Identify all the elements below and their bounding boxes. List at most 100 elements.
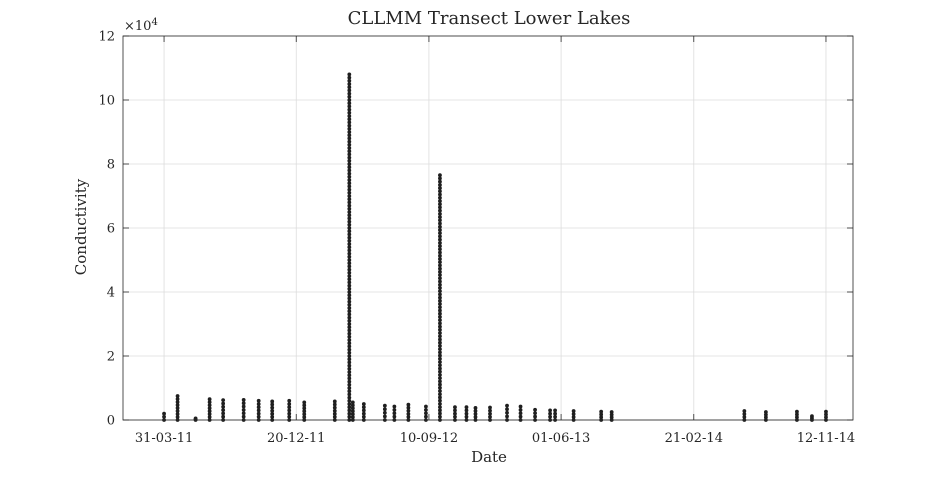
data-point	[438, 302, 442, 306]
data-point	[207, 406, 212, 411]
data-point	[207, 403, 212, 408]
data-point	[438, 228, 442, 232]
data-point	[810, 414, 814, 419]
data-point	[424, 414, 428, 419]
data-point	[438, 360, 442, 364]
data-point	[347, 200, 352, 205]
data-point	[302, 415, 307, 419]
data-point	[347, 258, 352, 262]
data-point	[347, 357, 352, 362]
data-point	[241, 411, 246, 416]
data-point	[347, 264, 352, 269]
data-point	[533, 407, 537, 412]
data-point	[241, 401, 246, 406]
data-point	[406, 415, 411, 419]
data-point	[287, 402, 292, 406]
data-point	[347, 110, 352, 115]
data-point	[256, 405, 261, 410]
data-point	[382, 414, 387, 419]
data-point	[347, 382, 352, 387]
data-point	[505, 403, 509, 408]
data-point	[207, 409, 212, 413]
data-point	[438, 292, 442, 297]
data-point	[347, 245, 352, 250]
data-point	[347, 344, 352, 349]
data-point	[347, 315, 352, 320]
data-point	[361, 402, 366, 406]
data-point	[438, 179, 442, 184]
x-tick-label: 20-12-11	[267, 431, 325, 446]
data-point	[453, 414, 457, 419]
data-point	[347, 232, 352, 237]
data-point	[347, 376, 352, 381]
data-point	[302, 409, 307, 414]
data-point	[175, 403, 180, 407]
data-point	[347, 72, 352, 77]
data-point	[347, 210, 352, 214]
data-point	[392, 404, 397, 409]
data-point	[438, 392, 442, 397]
x-tick-label: 31-03-11	[135, 431, 193, 446]
data-point	[553, 408, 557, 413]
data-point	[347, 91, 352, 96]
data-point	[438, 311, 442, 316]
data-point	[518, 414, 523, 419]
data-point	[382, 403, 387, 408]
data-point	[382, 407, 387, 412]
data-point	[347, 130, 352, 134]
x-tick-label: 10-09-12	[400, 431, 458, 446]
data-point	[438, 414, 442, 419]
data-point	[347, 104, 352, 109]
data-point	[438, 182, 442, 187]
data-point	[347, 101, 352, 106]
data-point	[438, 376, 442, 381]
data-point	[347, 85, 352, 90]
data-point	[453, 405, 457, 410]
data-point	[350, 406, 355, 411]
data-point	[438, 363, 442, 368]
data-point	[256, 402, 261, 406]
y-axis-label: Conductivity	[72, 178, 90, 275]
data-point	[302, 406, 307, 411]
data-point	[347, 370, 352, 374]
data-point	[332, 399, 337, 404]
data-point	[392, 414, 397, 419]
data-point	[438, 289, 442, 294]
data-point	[406, 405, 411, 410]
data-points	[162, 72, 828, 422]
x-tick-label: 21-02-14	[665, 431, 723, 446]
data-point	[347, 414, 352, 419]
data-point	[553, 411, 557, 416]
data-point	[347, 155, 352, 160]
y-exponent-base: ×10	[124, 19, 151, 34]
data-point	[438, 401, 442, 406]
data-point	[742, 415, 747, 419]
data-point	[347, 306, 352, 310]
data-point	[438, 244, 442, 248]
data-point	[438, 356, 442, 361]
data-point	[438, 379, 442, 384]
data-point	[347, 254, 352, 259]
data-point	[270, 405, 275, 410]
data-point	[438, 408, 442, 413]
data-point	[347, 190, 352, 195]
data-point	[438, 224, 442, 229]
data-point	[162, 411, 166, 416]
data-point	[350, 409, 355, 414]
data-point	[241, 404, 246, 409]
data-point	[347, 152, 352, 157]
data-point	[518, 404, 523, 409]
data-point	[438, 279, 442, 284]
data-point	[347, 283, 352, 288]
y-exponent-power: 4	[151, 17, 157, 28]
data-point	[347, 187, 352, 192]
x-axis-label: Date	[471, 448, 507, 466]
data-point	[438, 263, 442, 268]
data-point	[438, 208, 442, 213]
data-point	[347, 82, 352, 86]
data-point	[438, 286, 442, 290]
data-point	[347, 363, 352, 368]
data-point	[347, 107, 352, 112]
data-point	[350, 415, 355, 419]
